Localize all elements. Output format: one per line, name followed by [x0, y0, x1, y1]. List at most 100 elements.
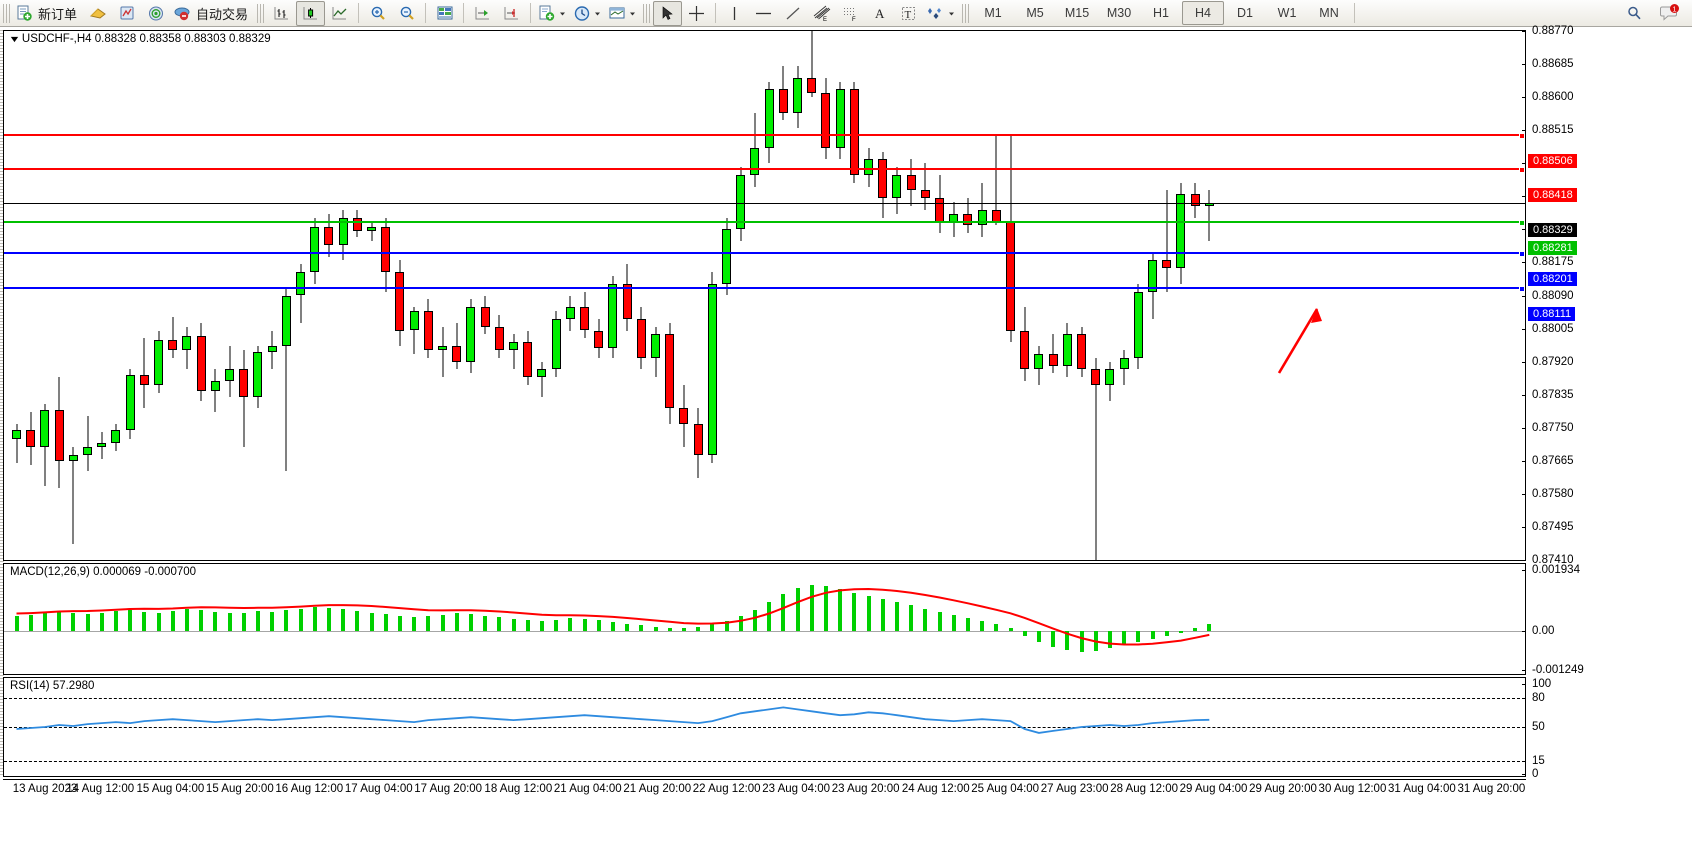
candlestick[interactable] — [1176, 31, 1186, 560]
price-tag-resistance-2[interactable]: 0.88506 — [1528, 153, 1577, 168]
candlestick[interactable] — [1119, 31, 1129, 560]
data-window-button[interactable] — [430, 1, 459, 26]
candlestick[interactable] — [395, 31, 405, 560]
indicators-button[interactable] — [83, 1, 112, 26]
candlestick[interactable] — [267, 31, 277, 560]
templates-button[interactable] — [112, 1, 141, 26]
line-handle[interactable] — [1519, 220, 1525, 227]
price-tag-pivot[interactable]: 0.88281 — [1528, 241, 1577, 256]
timeframe-h4[interactable]: H4 — [1182, 1, 1225, 25]
candlestick[interactable] — [1006, 31, 1015, 560]
candlestick[interactable] — [225, 31, 234, 560]
candlestick[interactable] — [97, 31, 107, 560]
candlestick[interactable] — [665, 31, 675, 560]
candlestick[interactable] — [679, 31, 689, 560]
candlestick[interactable] — [693, 31, 703, 560]
fibonacci-button[interactable]: E — [807, 1, 836, 26]
candlestick[interactable] — [40, 31, 50, 560]
candlestick[interactable] — [26, 31, 36, 560]
shift-chart-button[interactable] — [468, 1, 497, 26]
candlestick[interactable] — [906, 31, 916, 560]
candlestick[interactable] — [707, 31, 717, 560]
candlestick[interactable] — [1190, 31, 1200, 560]
timeframe-m1[interactable]: M1 — [984, 6, 1002, 20]
candlestick[interactable] — [722, 31, 731, 560]
chevron-down-icon[interactable] — [947, 9, 956, 18]
candlestick[interactable] — [12, 31, 21, 560]
candlestick[interactable] — [580, 31, 589, 560]
candlestick[interactable] — [1162, 31, 1172, 560]
candlestick[interactable] — [423, 31, 433, 560]
candlestick[interactable] — [1091, 31, 1101, 560]
candlestick[interactable] — [750, 31, 760, 560]
macd-panel[interactable]: MACD(12,26,9) 0.000069 -0.000700 — [3, 563, 1526, 675]
candlestick[interactable] — [239, 31, 249, 560]
candlestick[interactable] — [963, 31, 973, 560]
period-button[interactable] — [570, 1, 605, 26]
candlestick[interactable] — [253, 31, 263, 560]
candlestick[interactable] — [139, 31, 149, 560]
new-order-button[interactable]: 新订单 — [13, 1, 83, 26]
toolbar-grip-4[interactable] — [962, 3, 970, 23]
toolbar-grip-2[interactable] — [257, 3, 265, 23]
timeframe-d1[interactable]: D1 — [1237, 6, 1254, 20]
price-line-pivot[interactable] — [4, 220, 1525, 227]
price-line-support-1[interactable] — [4, 251, 1525, 258]
candlestick[interactable] — [210, 31, 220, 560]
signals-button[interactable] — [141, 1, 170, 26]
candlestick[interactable] — [878, 31, 888, 560]
text-button[interactable]: A — [865, 1, 894, 26]
candlestick[interactable] — [835, 31, 845, 560]
candlestick[interactable] — [565, 31, 575, 560]
objects-button[interactable] — [923, 1, 959, 26]
timeframe-w1[interactable]: W1 — [1277, 6, 1297, 20]
candlestick[interactable] — [949, 31, 959, 560]
notifications-button[interactable]: 1 — [1655, 1, 1684, 26]
candlestick[interactable] — [338, 31, 348, 560]
candlestick[interactable] — [651, 31, 660, 560]
price-line-current-price[interactable] — [4, 202, 1525, 204]
candlestick[interactable] — [154, 31, 163, 560]
timeframe-m5[interactable]: M5 — [1026, 6, 1044, 20]
time-axis[interactable]: 13 Aug 2023 14 Aug 12:00 15 Aug 04:00 15 Au… — [3, 779, 1526, 802]
candlestick[interactable] — [168, 31, 178, 560]
candlestick-chart-button[interactable] — [296, 0, 326, 26]
crosshair-button[interactable] — [682, 1, 711, 26]
candlestick[interactable] — [509, 31, 518, 560]
candlestick[interactable] — [281, 31, 291, 560]
label-button[interactable]: T — [894, 1, 923, 26]
line-handle[interactable] — [1519, 132, 1525, 139]
toolbar-grip[interactable] — [3, 3, 10, 23]
horizontal-line-button[interactable] — [749, 1, 778, 26]
candlestick[interactable] — [849, 31, 859, 560]
candlestick[interactable] — [494, 31, 504, 560]
candlestick[interactable] — [125, 31, 135, 560]
candlestick[interactable] — [182, 31, 192, 560]
candlestick[interactable] — [83, 31, 92, 560]
candlestick[interactable] — [935, 31, 944, 560]
candlestick[interactable] — [68, 31, 78, 560]
candlestick[interactable] — [608, 31, 618, 560]
cursor-button[interactable] — [653, 0, 683, 26]
candlestick[interactable] — [480, 31, 490, 560]
chevron-down-icon[interactable] — [558, 9, 567, 18]
candlestick[interactable] — [1077, 31, 1086, 560]
candlestick[interactable] — [892, 31, 902, 560]
line-chart-button[interactable] — [325, 1, 354, 26]
search-button[interactable] — [1620, 1, 1649, 26]
candlestick[interactable] — [807, 31, 817, 560]
candlestick[interactable] — [54, 31, 64, 560]
candlestick[interactable] — [438, 31, 447, 560]
candlestick[interactable] — [736, 31, 746, 560]
trendline-button[interactable] — [778, 1, 807, 26]
candlestick[interactable] — [381, 31, 391, 560]
line-handle[interactable] — [1519, 251, 1525, 258]
candlestick[interactable] — [1133, 31, 1143, 560]
price-axis[interactable]: 0.887700.886850.886000.885150.884300.883… — [1522, 25, 1692, 566]
candlestick[interactable] — [793, 31, 802, 560]
candlestick[interactable] — [991, 31, 1001, 560]
price-tag-current-price[interactable]: 0.88329 — [1528, 222, 1577, 237]
candlestick[interactable] — [920, 31, 930, 560]
candlestick[interactable] — [466, 31, 476, 560]
zoom-out-button[interactable] — [392, 1, 421, 26]
